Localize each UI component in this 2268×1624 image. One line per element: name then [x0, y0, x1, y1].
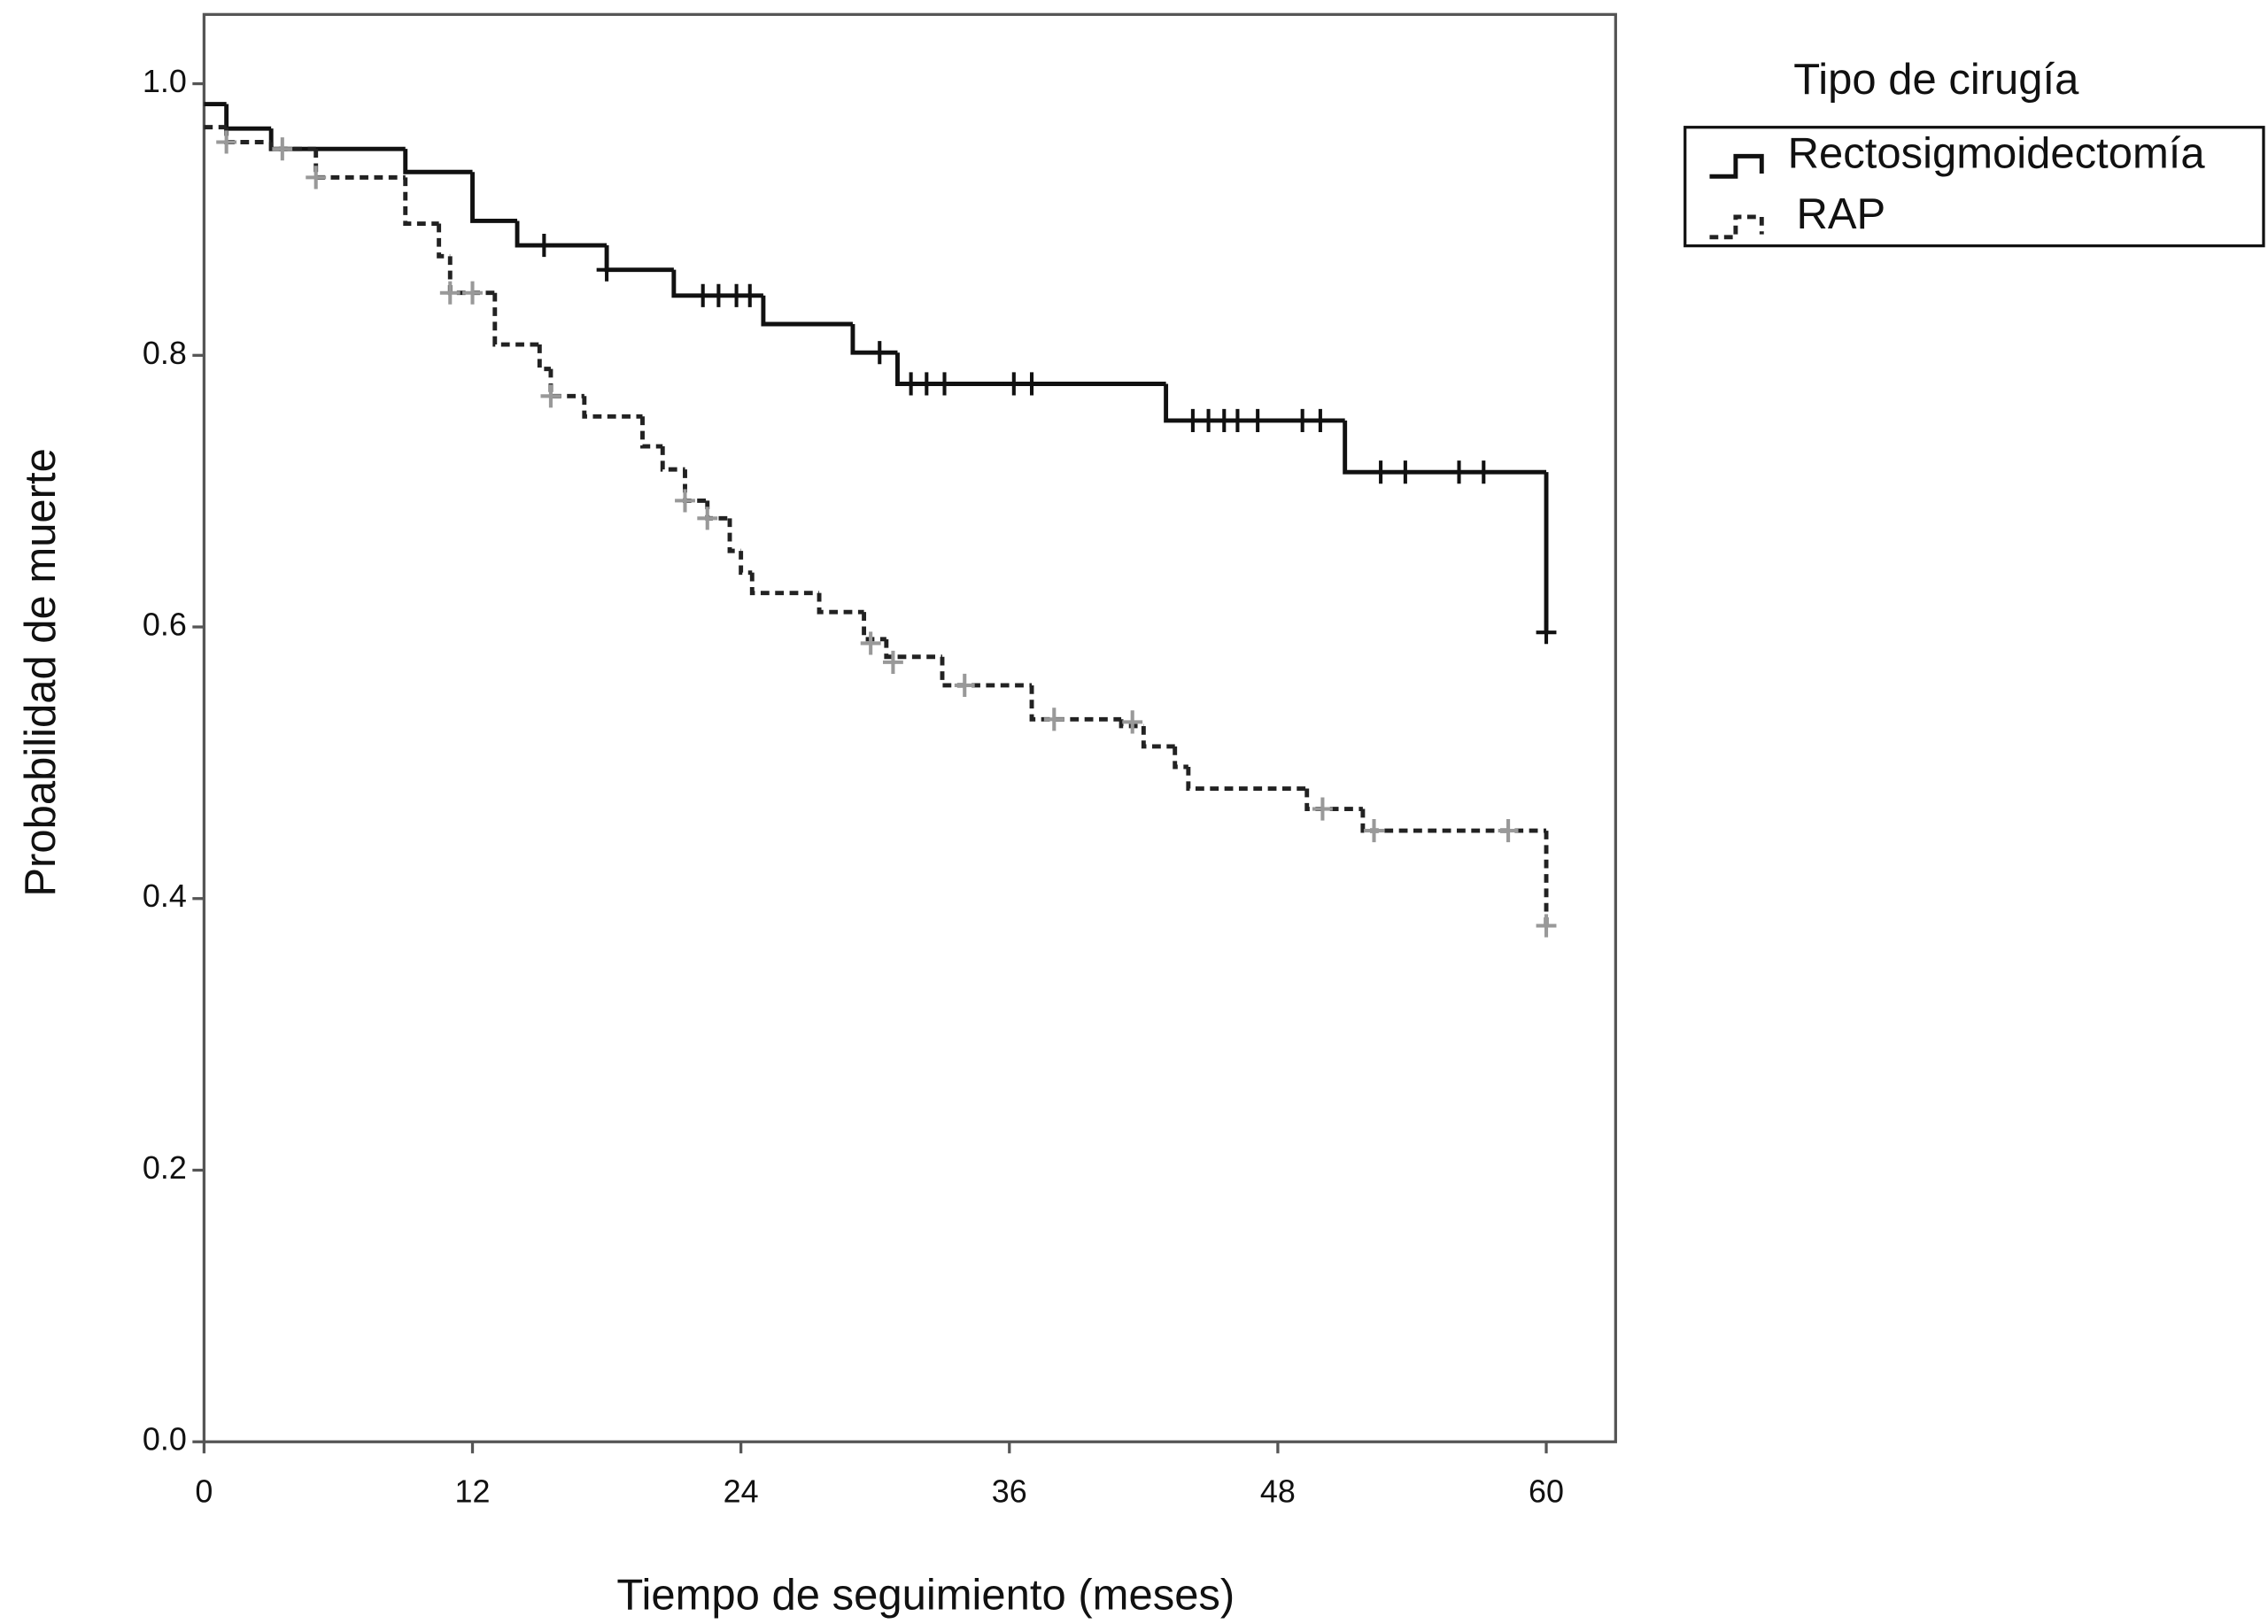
- legend-swatch: [1709, 153, 1764, 179]
- step-segment: [640, 416, 663, 449]
- legend-title: Tipo de cirugía: [1793, 56, 2079, 104]
- censor-mark: [882, 650, 903, 674]
- step-segment: [403, 177, 439, 226]
- step-segment: [895, 352, 1166, 386]
- step-segment: [817, 592, 864, 615]
- censor-mark: [675, 489, 695, 513]
- step-segment: [313, 149, 406, 180]
- censor-mark: [1536, 621, 1557, 645]
- step-segment: [537, 344, 551, 372]
- y-axis-label: Probabilidad de muerte: [17, 448, 65, 897]
- x-tick-label: 48: [1260, 1473, 1296, 1510]
- plot-frame: [202, 12, 1617, 1443]
- censor-mark: [306, 166, 327, 189]
- step-segment: [403, 149, 473, 174]
- y-tick-label: 0.2: [143, 1149, 187, 1186]
- censor-mark: [533, 233, 554, 258]
- step-segment: [437, 223, 451, 259]
- step-segment: [727, 518, 741, 553]
- censor-mark: [1395, 460, 1416, 484]
- step-segment: [705, 500, 731, 521]
- censor-mark: [708, 283, 729, 307]
- step-segment: [739, 551, 753, 576]
- step-segment: [1119, 719, 1144, 729]
- step-segment: [1186, 766, 1307, 791]
- step-segment: [470, 172, 518, 223]
- step-segment: [548, 368, 584, 398]
- x-tick-label: 60: [1529, 1473, 1564, 1510]
- censor-mark: [1227, 408, 1248, 432]
- step-segment: [268, 128, 406, 151]
- y-tick-label: 0.6: [143, 607, 187, 643]
- step-segment: [1141, 725, 1175, 749]
- censor-mark: [1364, 819, 1384, 843]
- censor-mark: [869, 341, 890, 365]
- censor-mark: [1003, 372, 1025, 396]
- step-segment: [1164, 383, 1345, 423]
- y-tick-label: 0.8: [143, 335, 187, 371]
- censor-mark: [1292, 408, 1313, 432]
- legend-label: Rectosigmoidectomía: [1788, 129, 2206, 177]
- step-segment: [604, 245, 674, 273]
- censor-mark: [540, 384, 561, 408]
- censor-mark: [1449, 460, 1469, 484]
- x-axis-label: Tiempo de seguimiento (meses): [616, 1572, 1235, 1620]
- censor-mark: [1312, 797, 1333, 821]
- step-segment: [224, 104, 272, 131]
- step-segment: [268, 142, 316, 151]
- step-segment: [1360, 808, 1547, 833]
- censor-mark: [739, 283, 761, 307]
- censor-mark: [1310, 408, 1331, 432]
- step-segment: [492, 292, 540, 347]
- step-segment: [862, 612, 886, 642]
- censor-mark: [1043, 708, 1064, 731]
- step-segment: [884, 638, 942, 660]
- step-segment: [1343, 420, 1547, 475]
- y-tick-label: 1.0: [143, 63, 187, 99]
- y-tick-label: 0.0: [143, 1421, 187, 1458]
- censor-mark: [916, 372, 937, 396]
- censor-mark: [1247, 408, 1268, 432]
- x-tick-label: 24: [724, 1473, 759, 1510]
- y-tick-label: 0.4: [143, 878, 187, 914]
- censor-mark: [954, 673, 975, 698]
- censor-mark: [439, 281, 461, 305]
- step-segment: [850, 324, 898, 355]
- censor-mark: [1370, 460, 1391, 484]
- step-segment: [1029, 684, 1122, 722]
- censor-mark: [1473, 460, 1494, 484]
- step-segment: [761, 295, 853, 327]
- censor-mark: [934, 372, 955, 396]
- censor-mark: [596, 258, 617, 282]
- step-segment: [683, 469, 708, 503]
- step-segment: [582, 396, 643, 419]
- step-segment: [660, 446, 685, 472]
- step-segment: [1173, 746, 1188, 769]
- legend-swatch: [1709, 214, 1764, 240]
- censor-mark: [860, 631, 881, 655]
- censor-mark: [1536, 914, 1557, 938]
- legend-box: [1684, 126, 2265, 248]
- censor-mark: [1021, 372, 1042, 396]
- x-tick-label: 12: [455, 1473, 491, 1510]
- censor-mark: [272, 137, 293, 161]
- censor-mark: [697, 507, 718, 530]
- step-segment: [515, 220, 608, 248]
- step-segment: [940, 656, 1033, 688]
- x-tick-label: 36: [992, 1473, 1027, 1510]
- legend-label: RAP: [1796, 190, 1885, 238]
- x-tick-label: 0: [195, 1473, 213, 1510]
- step-segment: [749, 572, 820, 596]
- censor-mark: [1122, 710, 1143, 734]
- censor-mark: [1498, 819, 1519, 843]
- step-segment: [1304, 788, 1363, 811]
- censor-mark: [216, 130, 237, 154]
- censor-mark: [462, 281, 483, 305]
